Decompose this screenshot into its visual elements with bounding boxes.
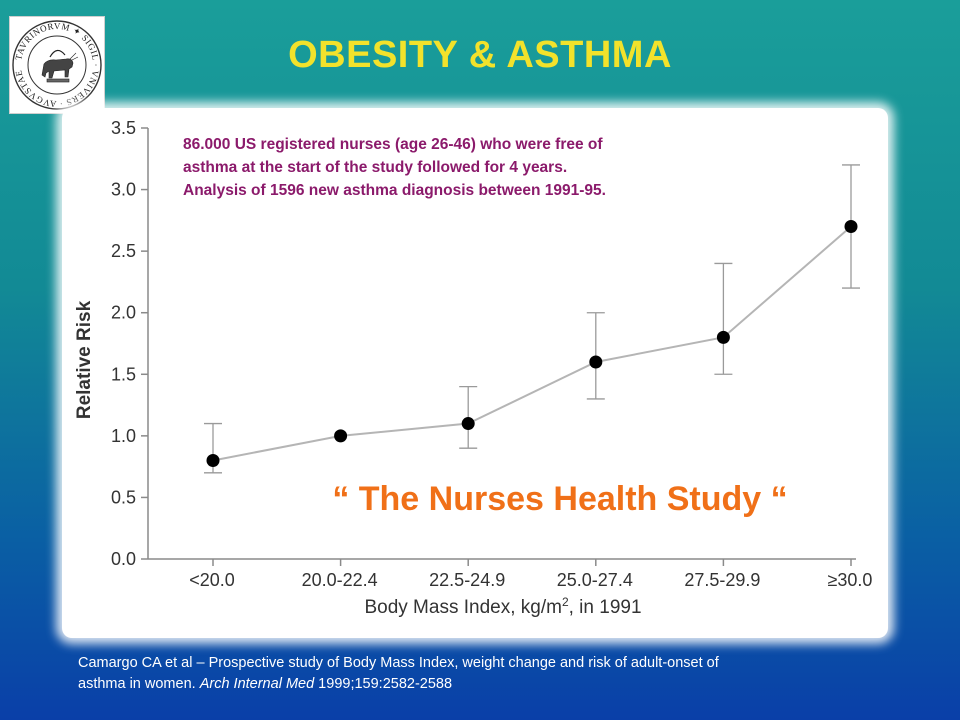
y-tick-label: 1.0: [111, 426, 136, 446]
x-tick-label: <20.0: [189, 570, 235, 590]
study-name-label: “ The Nurses Health Study “: [332, 480, 788, 518]
y-tick-label: 2.5: [111, 241, 136, 261]
x-tick-label: 25.0-27.4: [557, 570, 633, 590]
data-point: [589, 355, 603, 369]
study-description: 86.000 US registered nurses (age 26-46) …: [183, 133, 783, 202]
citation-line: Camargo CA et al – Prospective study of …: [78, 655, 719, 671]
chart-ticks: 0.0 0.5 1.0 1.5 2.0 2.5 3.0 3.5 <20.0 20.0-22.4 22…: [111, 118, 872, 590]
y-tick-label: 1.5: [111, 364, 136, 384]
y-tick-label: 3.0: [111, 180, 136, 200]
y-tick-label: 2.0: [111, 303, 136, 323]
seal-emblem: TAVRINORVM ✦ SIGIL · VNIVERS · AVGVSTAE …: [10, 17, 102, 110]
series-line: [212, 225, 852, 462]
x-axis-label: Body Mass Index, kg/m2, in 1991: [364, 595, 641, 618]
data-point: [206, 453, 220, 467]
chart-series: [204, 164, 860, 474]
y-tick-label: 0.0: [111, 549, 136, 569]
citation: Camargo CA et al – Prospective study of …: [78, 653, 938, 695]
university-seal-logo: TAVRINORVM ✦ SIGIL · VNIVERS · AVGVSTAE …: [9, 16, 105, 114]
study-description-line: Analysis of 1596 new asthma diagnosis be…: [183, 182, 606, 199]
x-tick-label: ≥30.0: [828, 570, 873, 590]
study-description-line: 86.000 US registered nurses (age 26-46) …: [183, 136, 603, 153]
citation-journal: Arch Internal Med: [199, 676, 315, 692]
citation-line: asthma in women. Arch Internal Med 1999;…: [78, 674, 938, 695]
citation-volume: 1999;159:2582-2588: [314, 676, 453, 692]
chart-axes: [147, 128, 856, 560]
y-tick-label: 3.5: [111, 118, 136, 138]
x-tick-label: 27.5-29.9: [684, 570, 760, 590]
y-axis-label: Relative Risk: [74, 300, 95, 419]
y-tick-label: 0.5: [111, 487, 136, 507]
chart-panel: [62, 108, 888, 638]
slide-title: OBESITY & ASTHMA: [288, 34, 672, 76]
data-point: [716, 330, 730, 344]
study-description-line: asthma at the start of the study followe…: [183, 159, 568, 176]
seal-bull-figure: [41, 49, 79, 83]
citation-authors-tail: asthma in women.: [78, 676, 200, 692]
x-tick-label: 22.5-24.9: [429, 570, 505, 590]
data-point: [334, 429, 348, 443]
x-tick-label: 20.0-22.4: [302, 570, 378, 590]
data-point: [844, 220, 858, 234]
data-point: [461, 417, 475, 431]
